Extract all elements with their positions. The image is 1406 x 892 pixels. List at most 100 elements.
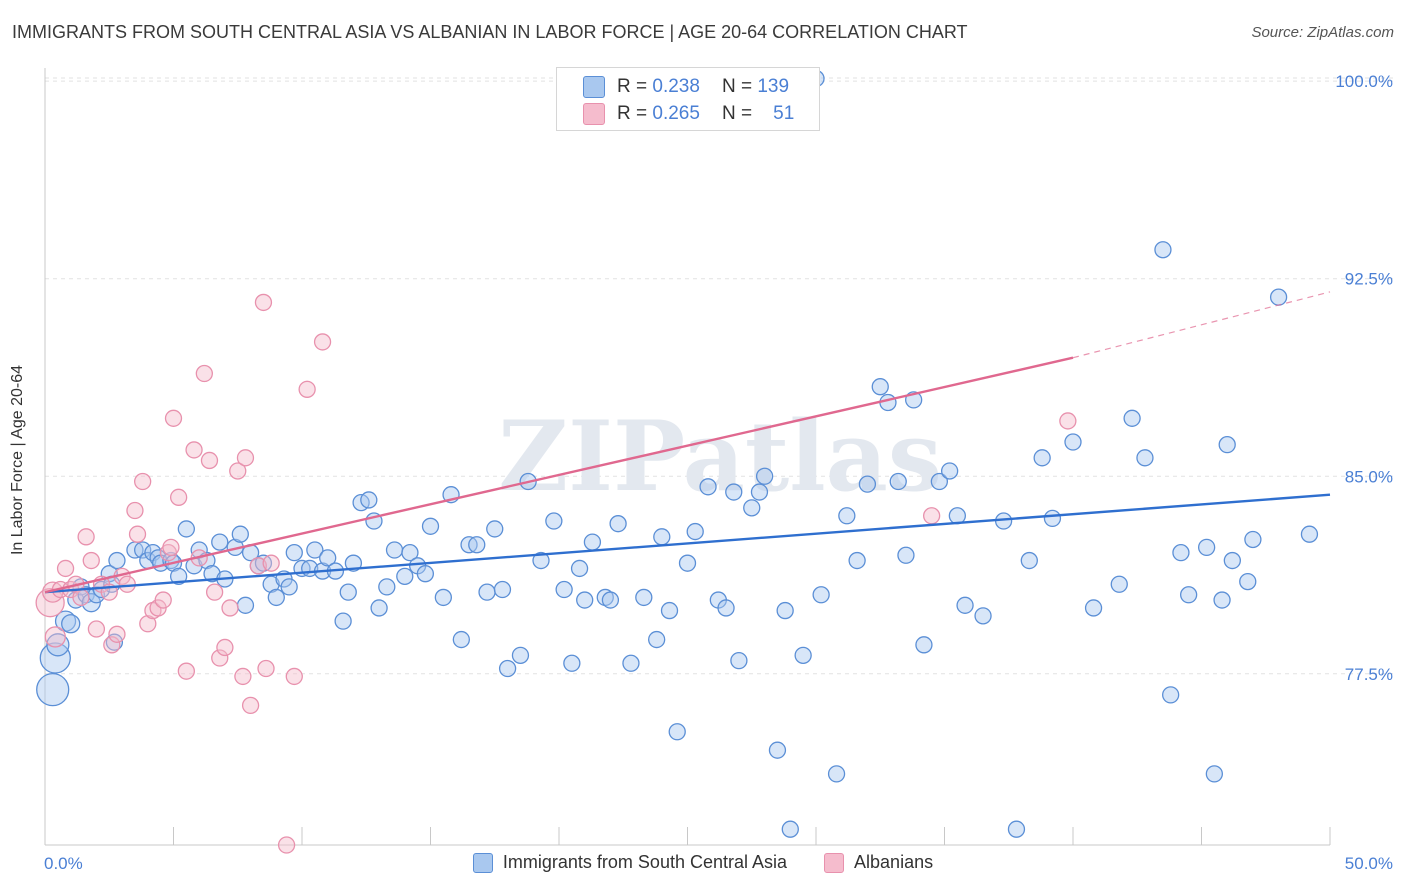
data-point-immigrants (306, 541, 324, 559)
data-point-immigrants (635, 588, 653, 607)
data-point-immigrants (609, 515, 627, 533)
data-point-immigrants (1205, 765, 1223, 783)
x-tick-label: 0.0% (44, 854, 83, 873)
data-point-albanians (44, 626, 66, 648)
data-point-albanians (108, 625, 126, 643)
data-point-immigrants (378, 578, 396, 596)
data-point-immigrants (838, 507, 856, 525)
data-point-albanians (216, 638, 234, 657)
data-point-immigrants (61, 614, 81, 634)
data-point-albanians (72, 588, 90, 607)
data-point-immigrants (871, 378, 889, 396)
data-point-immigrants (262, 575, 280, 593)
data-point-immigrants (532, 551, 550, 570)
data-point-immigrants (555, 580, 573, 599)
data-point-immigrants (776, 601, 794, 620)
data-point-immigrants (1007, 820, 1026, 838)
data-point-immigrants (653, 528, 671, 546)
data-point-immigrants (601, 591, 620, 609)
data-point-albanians (234, 667, 252, 686)
x-tick-labels: 0.0% 50.0% (44, 854, 1393, 873)
data-point-immigrants (231, 525, 249, 543)
data-point-albanians (211, 649, 229, 667)
stats-r-value: 0.265 (652, 103, 700, 124)
data-point-immigrants (211, 533, 229, 551)
data-point-immigrants (511, 646, 530, 665)
data-point-immigrants (468, 536, 486, 554)
data-point-immigrants (1239, 572, 1257, 591)
data-point-immigrants (1033, 449, 1051, 467)
data-point-albanians (126, 501, 144, 520)
data-point-albanians (236, 449, 255, 467)
watermark: ZIPatlas (498, 400, 942, 513)
data-point-immigrants (360, 491, 378, 509)
legend-item-immigrants[interactable]: Immigrants from South Central Asia (472, 852, 787, 873)
data-point-immigrants (897, 546, 915, 564)
legend-item-albanians[interactable]: Albanians (824, 852, 933, 873)
data-point-immigrants (755, 467, 774, 485)
data-point-immigrants (1110, 575, 1128, 593)
data-point-albanians (195, 364, 213, 383)
data-point-immigrants (81, 593, 101, 613)
data-point-immigrants (169, 567, 188, 585)
data-point-immigrants (421, 517, 440, 535)
data-point-albanians (262, 554, 280, 572)
data-point-albanians (128, 525, 147, 543)
data-point-albanians (277, 836, 296, 854)
data-point-albanians (285, 667, 303, 686)
grid-lines (45, 77, 1395, 675)
data-point-immigrants (794, 646, 812, 665)
data-point-immigrants (563, 654, 581, 672)
data-point-immigrants (678, 554, 697, 572)
data-point-immigrants (401, 543, 419, 562)
data-point-immigrants (1123, 409, 1141, 427)
y-tick-label: 85.0% (1345, 467, 1393, 486)
y-tick-label: 92.5% (1345, 270, 1393, 289)
stats-row-albanians: R = 0.265 N = 51 (583, 101, 794, 127)
stats-swatch-immigrants (583, 76, 605, 98)
data-point-immigrants (493, 580, 512, 599)
data-point-immigrants (545, 512, 563, 530)
data-point-albanians (1059, 412, 1077, 430)
stats-n-label: N = (721, 76, 753, 97)
data-point-immigrants (730, 651, 748, 670)
data-point-immigrants (236, 596, 255, 614)
trend-line-immigrants (44, 493, 1331, 594)
data-point-albanians (139, 615, 157, 633)
data-point-immigrants (1043, 509, 1062, 528)
axes (44, 68, 1331, 846)
data-point-albanians (56, 559, 75, 578)
y-tick-labels: 77.5% 85.0% 92.5% 100.0% (1335, 72, 1393, 684)
data-point-immigrants (827, 765, 846, 783)
stats-r-label: R = (617, 103, 648, 124)
stats-r-value: 0.238 (652, 76, 700, 97)
y-tick-label: 100.0% (1335, 72, 1393, 91)
data-point-immigrants (1300, 525, 1319, 543)
data-point-immigrants (486, 520, 504, 538)
data-point-immigrants (1172, 543, 1190, 562)
data-point-immigrants (1020, 551, 1038, 570)
data-point-immigrants (478, 583, 496, 601)
data-point-albanians (298, 380, 316, 398)
data-point-immigrants (1213, 591, 1231, 609)
data-point-immigrants (1223, 551, 1241, 570)
data-point-immigrants (879, 393, 897, 412)
data-point-immigrants (36, 672, 70, 707)
data-point-immigrants (743, 499, 761, 517)
stats-row-immigrants: R = 0.238 N = 139 (583, 74, 789, 100)
data-point-immigrants (319, 549, 337, 567)
data-point-immigrants (668, 723, 686, 741)
chart-legend: Immigrants from South Central Asia Alban… (0, 852, 1406, 878)
trend-line-albanians-extension (1072, 291, 1331, 359)
stats-n-value: 51 (773, 103, 795, 124)
trend-line-albanians (44, 356, 1074, 594)
data-point-immigrants (812, 586, 830, 604)
data-point-immigrants (1197, 538, 1216, 557)
stats-n-value: 139 (757, 76, 790, 97)
data-point-immigrants (46, 633, 70, 657)
data-point-immigrants (768, 741, 787, 759)
data-point-immigrants (344, 554, 363, 572)
data-point-immigrants (452, 630, 470, 649)
data-point-albanians (313, 333, 332, 351)
data-point-immigrants (956, 596, 974, 614)
